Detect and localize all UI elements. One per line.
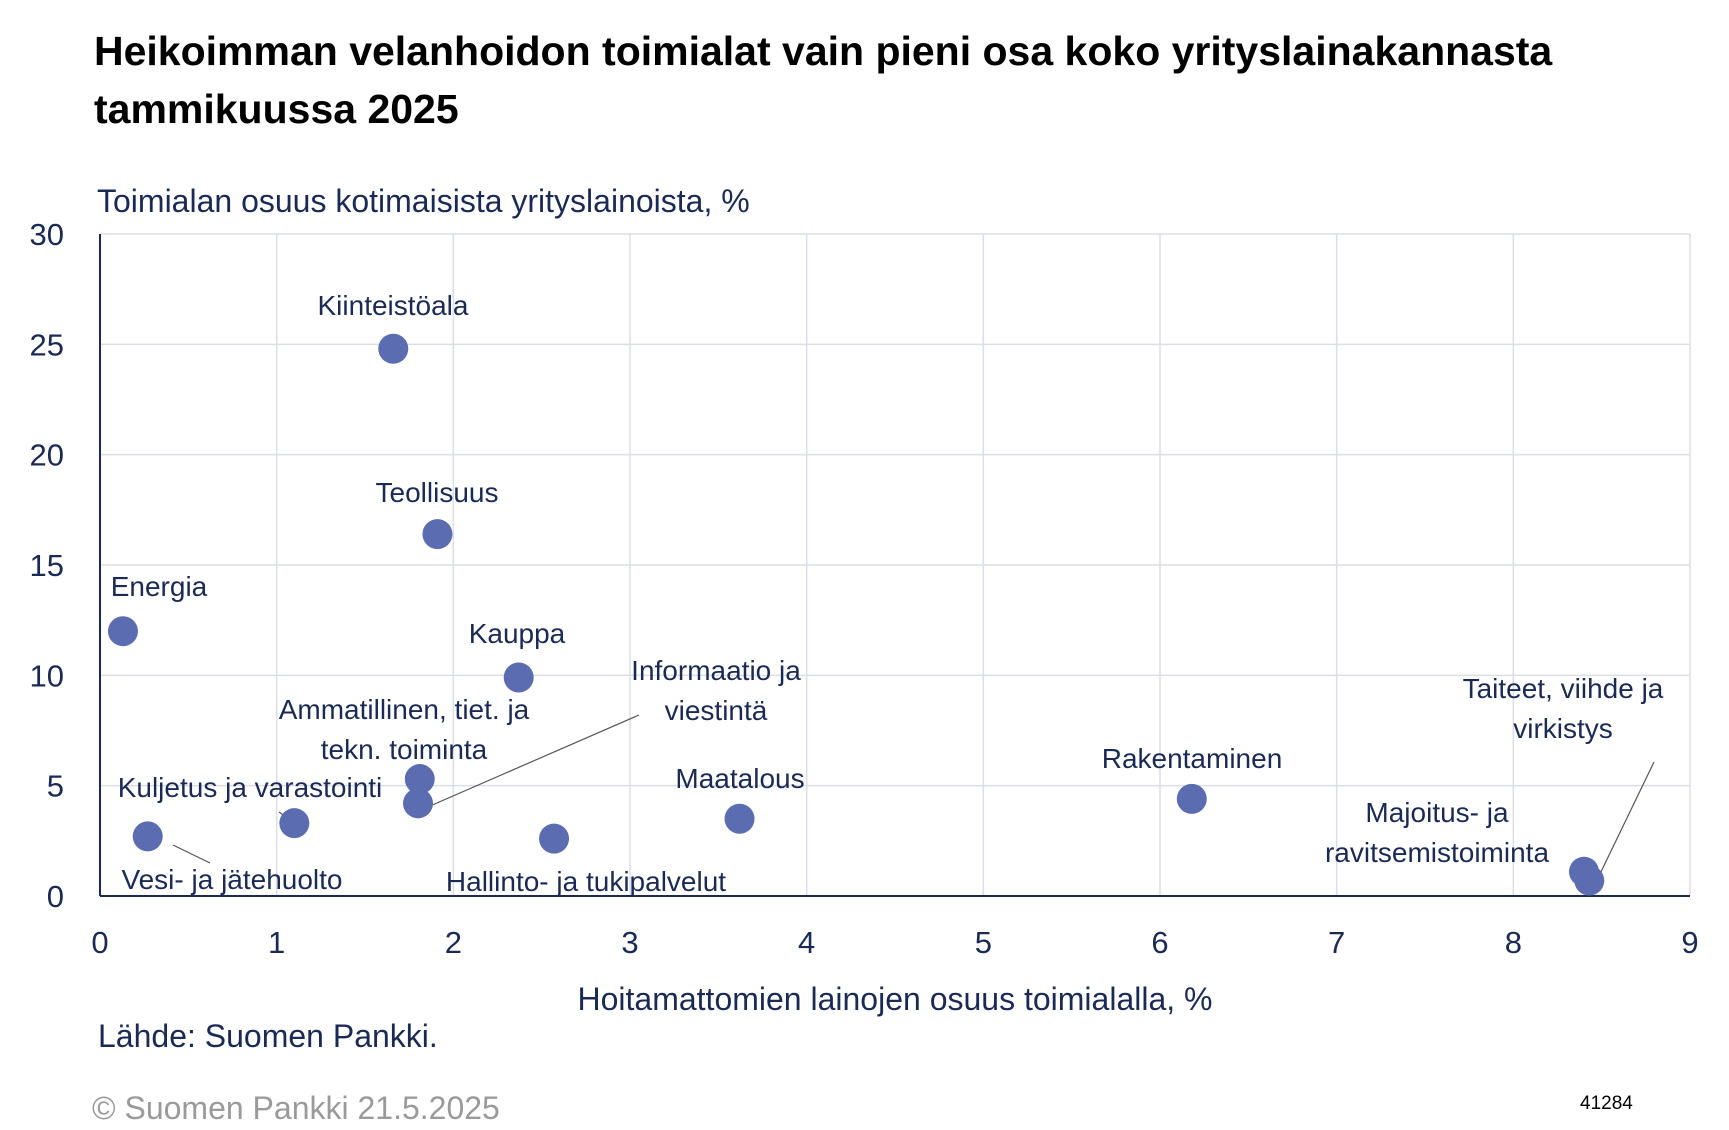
x-tick-label: 4 xyxy=(798,925,815,960)
x-tick-label: 1 xyxy=(268,925,285,960)
leader-line-vesi-ja-jätehuolto xyxy=(172,844,211,864)
x-tick-label: 2 xyxy=(445,925,462,960)
y-tick-label: 5 xyxy=(47,769,64,804)
copyright-note: © Suomen Pankki 21.5.2025 xyxy=(92,1090,500,1126)
x-tick-label: 5 xyxy=(975,925,992,960)
data-point-teollisuus xyxy=(422,519,453,550)
leader-line-taiteet-viihde-ja-virkistys xyxy=(1597,761,1655,879)
data-points xyxy=(107,333,1605,896)
x-tick-label: 7 xyxy=(1328,925,1345,960)
data-label-informaatio-ja-viestintä: Informaatio ja viestintä xyxy=(631,655,801,726)
y-tick-label: 15 xyxy=(30,548,64,583)
source-note: Lähde: Suomen Pankki. xyxy=(98,1018,438,1054)
data-point-kiinteistöala xyxy=(378,333,409,364)
point-labels: Kiinteistöala Teollisuus Energia Kauppa Amma… xyxy=(111,290,1664,897)
data-point-energia xyxy=(107,616,138,647)
x-tick-label: 9 xyxy=(1681,925,1698,960)
data-label-maatalous: Maatalous xyxy=(675,763,804,794)
data-point-informaatio-ja-viestintä xyxy=(403,788,433,819)
y-tick-label: 30 xyxy=(30,217,64,252)
data-point-kuljetus-ja-varastointi xyxy=(279,808,310,839)
data-point-taiteet-viihde-ja-virkistys xyxy=(1574,865,1605,896)
gridlines xyxy=(100,233,1691,896)
data-point-kauppa xyxy=(503,662,534,693)
x-tick-label: 3 xyxy=(621,925,638,960)
y-tick-label: 0 xyxy=(47,879,64,914)
chart-id: 41284 xyxy=(1580,1093,1633,1114)
data-point-maatalous xyxy=(724,803,755,834)
x-tick-label: 8 xyxy=(1505,925,1522,960)
data-point-rakentaminen xyxy=(1176,783,1207,814)
y-tick-label: 10 xyxy=(30,658,64,693)
x-tick-label: 6 xyxy=(1151,925,1168,960)
data-label-hallinto-ja-tukipalvelut: Hallinto- ja tukipalvelut xyxy=(446,866,726,897)
data-label-taiteet-viihde-ja-virkistys: Taiteet, viihde ja virkistys xyxy=(1463,673,1664,744)
y-tick-label: 25 xyxy=(30,327,64,362)
axes: 0 1 2 3 4 5 6 7 8 9 0 5 10 15 20 25 30 xyxy=(30,217,1699,960)
data-label-energia: Energia xyxy=(111,571,208,602)
data-label-kauppa: Kauppa xyxy=(469,618,566,649)
y-tick-label: 20 xyxy=(30,438,64,473)
data-label-vesi-ja-jätehuolto: Vesi- ja jätehuolto xyxy=(121,864,342,895)
data-label-kuljetus-ja-varastointi: Kuljetus ja varastointi xyxy=(118,772,383,803)
y-axis-label: Toimialan osuus kotimaisista yrityslaino… xyxy=(97,183,750,219)
data-label-rakentaminen: Rakentaminen xyxy=(1102,743,1283,774)
x-tick-label: 0 xyxy=(91,925,108,960)
chart-title: Heikoimman velanhoidon toimialat vain pi… xyxy=(94,28,1553,132)
data-point-ammatillinen-tiet-ja-tekn-toiminta xyxy=(404,764,435,795)
x-axis-label: Hoitamattomien lainojen osuus toimialall… xyxy=(578,981,1213,1017)
data-label-ammatillinen-tiet-ja-tekn-toiminta: Ammatillinen, tiet. ja tekn. toiminta xyxy=(279,694,530,765)
data-point-hallinto-ja-tukipalvelut xyxy=(539,823,570,854)
data-label-majoitus-ja-ravitsemistoiminta: Majoitus- ja ravitsemistoiminta xyxy=(1325,797,1549,868)
leader-line-informaatio-ja-viestintä xyxy=(429,714,640,807)
data-label-teollisuus: Teollisuus xyxy=(376,477,499,508)
data-label-kiinteistöala: Kiinteistöala xyxy=(318,290,469,321)
data-point-vesi-ja-jätehuolto xyxy=(132,821,163,852)
